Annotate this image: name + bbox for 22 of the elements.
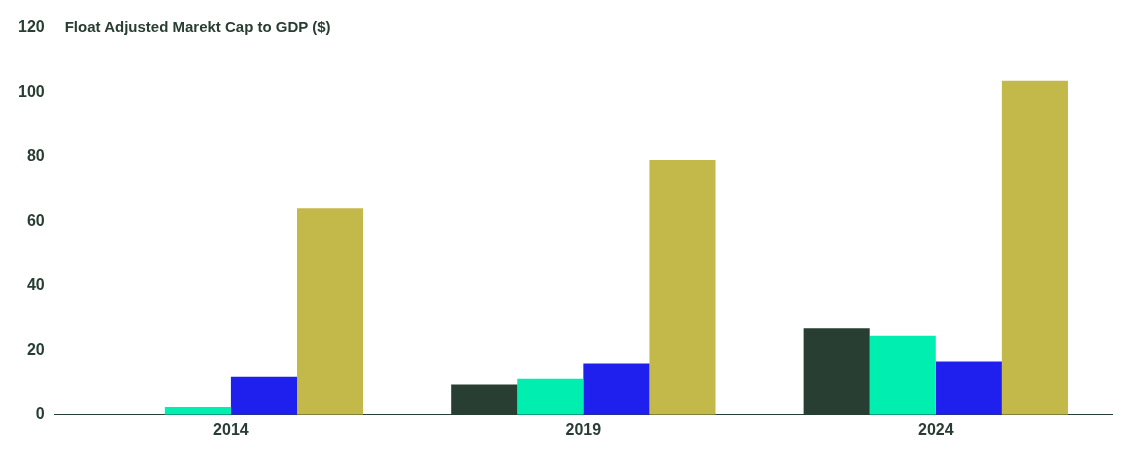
bar	[296, 208, 364, 415]
bar	[803, 328, 870, 415]
x-tick-label: 2014	[213, 420, 249, 438]
bar	[869, 335, 936, 415]
y-tick-label: 100	[17, 82, 45, 100]
x-tick-label: 2019	[565, 420, 602, 438]
y-tick-label: 60	[26, 211, 45, 229]
bar	[517, 378, 584, 415]
bar	[649, 159, 716, 415]
bar	[583, 363, 650, 415]
chart-title: Float Adjusted Marekt Cap to GDP ($)	[64, 17, 331, 35]
x-tick-label: 2024	[917, 420, 954, 438]
bar	[230, 376, 297, 415]
y-tick-label: 120	[17, 18, 45, 36]
bar	[164, 407, 231, 415]
bar	[1001, 80, 1068, 415]
y-tick-label: 40	[26, 276, 45, 294]
bar	[935, 361, 1002, 415]
bar	[451, 384, 518, 415]
y-tick-label: 0	[35, 405, 45, 423]
y-tick-label: 20	[26, 340, 45, 358]
y-tick-label: 80	[26, 147, 45, 165]
